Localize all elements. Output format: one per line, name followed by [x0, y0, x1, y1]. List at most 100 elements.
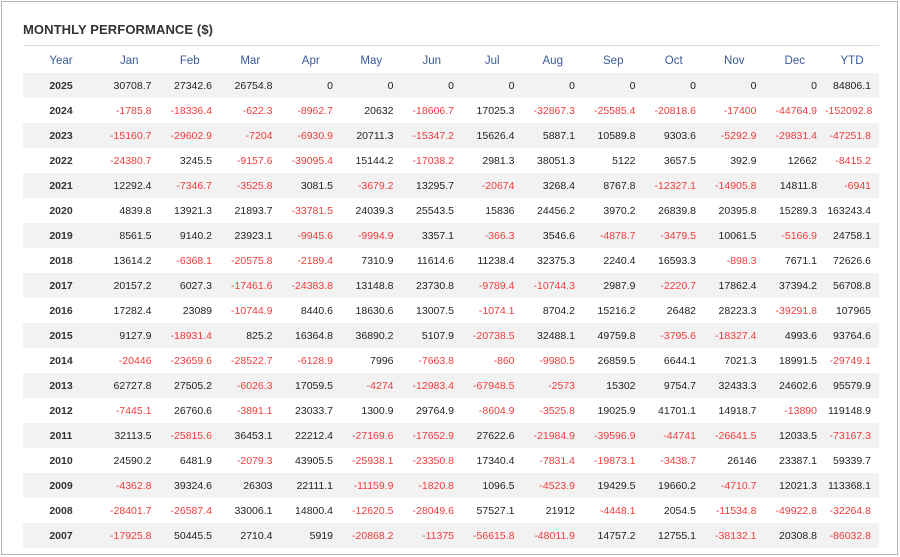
month-value-cell: -29602.9	[159, 123, 220, 148]
year-cell: 2007	[23, 523, 99, 548]
month-value-cell: -4523.9	[522, 473, 583, 498]
month-value-cell: 1096.5	[462, 473, 523, 498]
month-value-cell: -18336.4	[159, 98, 220, 123]
month-value-cell: -9157.6	[220, 148, 281, 173]
month-value-cell: 57527.1	[462, 498, 523, 523]
month-value-cell: 22111.1	[280, 473, 341, 498]
month-value-cell: 26859.5	[583, 348, 644, 373]
month-value-cell: -622.3	[220, 98, 281, 123]
month-value-cell: -4448.1	[583, 498, 644, 523]
column-header-aug: Aug	[542, 54, 563, 67]
year-cell: 2009	[23, 473, 99, 498]
month-value-cell: -3891.1	[220, 398, 281, 423]
month-value-cell: 13007.5	[401, 298, 462, 323]
month-value-cell: -9945.6	[280, 223, 341, 248]
month-value-cell: 7671.1	[764, 248, 825, 273]
month-value-cell: 9127.9	[99, 323, 160, 348]
month-value-cell: -9994.9	[341, 223, 402, 248]
month-value-cell: -10744.3	[522, 273, 583, 298]
month-value-cell: -6368.1	[159, 248, 220, 273]
month-value-cell: -27169.6	[341, 423, 402, 448]
month-value-cell: 3657.5	[643, 148, 704, 173]
month-value-cell: 2981.3	[462, 148, 523, 173]
month-value-cell: 0	[704, 73, 765, 98]
ytd-cell: 56708.8	[825, 273, 879, 298]
month-value-cell: 26146	[704, 448, 765, 473]
month-value-cell: 0	[401, 73, 462, 98]
month-value-cell: 32433.3	[704, 373, 765, 398]
month-value-cell: 24039.3	[341, 198, 402, 223]
month-value-cell: -3525.8	[220, 173, 281, 198]
month-value-cell: 3268.4	[522, 173, 583, 198]
month-value-cell: 23387.1	[764, 448, 825, 473]
column-header-year: Year	[49, 54, 73, 67]
table-row: 2011 32113.5 -25815.6 36453.1 22212.4 -27169.…	[23, 423, 879, 448]
month-value-cell: -25815.6	[159, 423, 220, 448]
month-value-cell: 15302	[583, 373, 644, 398]
month-value-cell: 2054.5	[643, 498, 704, 523]
month-value-cell: -366.3	[462, 223, 523, 248]
month-value-cell: -29831.4	[764, 123, 825, 148]
month-value-cell: 49759.8	[583, 323, 644, 348]
month-value-cell: 392.9	[704, 148, 765, 173]
ytd-cell: 95579.9	[825, 373, 879, 398]
month-value-cell: -12983.4	[401, 373, 462, 398]
table-row: 2016 17282.4 23089 -10744.9 8440.6 18630.6 130…	[23, 298, 879, 323]
title-divider	[23, 45, 879, 46]
month-value-cell: -38132.1	[704, 523, 765, 548]
month-value-cell: 13614.2	[99, 248, 160, 273]
year-cell: 2016	[23, 298, 99, 323]
table-row: 2023 -15160.7 -29602.9 -7204 -6930.9 20711.3-…	[23, 123, 879, 148]
month-value-cell: -7831.4	[522, 448, 583, 473]
month-value-cell: -26641.5	[704, 423, 765, 448]
year-cell: 2010	[23, 448, 99, 473]
month-value-cell: 17340.4	[462, 448, 523, 473]
month-value-cell: 7996	[341, 348, 402, 373]
month-value-cell: 23033.7	[280, 398, 341, 423]
table-row: 2010 24590.2 6481.9 -2079.3 43905.5 -25938.1-…	[23, 448, 879, 473]
column-header-jul: Jul	[484, 54, 500, 67]
year-cell: 2011	[23, 423, 99, 448]
month-value-cell: -17925.8	[99, 523, 160, 548]
month-value-cell: 20308.8	[764, 523, 825, 548]
month-value-cell: 24456.2	[522, 198, 583, 223]
month-value-cell: -48011.9	[522, 523, 583, 548]
month-value-cell: 32488.1	[522, 323, 583, 348]
month-value-cell: 0	[764, 73, 825, 98]
month-value-cell: 3357.1	[401, 223, 462, 248]
month-value-cell: -5166.9	[764, 223, 825, 248]
month-value-cell: 23730.8	[401, 273, 462, 298]
month-value-cell: 5122	[583, 148, 644, 173]
month-value-cell: -17038.2	[401, 148, 462, 173]
month-value-cell: -39596.9	[583, 423, 644, 448]
table-row: 2021 12292.4 -7346.7 -3525.8 3081.5 -3679.2 13…	[23, 173, 879, 198]
month-value-cell: 32375.3	[522, 248, 583, 273]
month-value-cell: -67948.5	[462, 373, 523, 398]
column-header-nov: Nov	[724, 54, 745, 67]
month-value-cell: 12021.3	[764, 473, 825, 498]
month-value-cell: -3679.2	[341, 173, 402, 198]
ytd-cell: 93764.6	[825, 323, 879, 348]
month-value-cell: 3970.2	[583, 198, 644, 223]
month-value-cell: 43905.5	[280, 448, 341, 473]
month-value-cell: 15626.4	[462, 123, 523, 148]
month-value-cell: -33781.5	[280, 198, 341, 223]
month-value-cell: -4878.7	[583, 223, 644, 248]
column-header-may: May	[360, 54, 383, 67]
month-value-cell: 5107.9	[401, 323, 462, 348]
column-header-apr: Apr	[301, 54, 320, 67]
month-value-cell: 27342.6	[159, 73, 220, 98]
month-value-cell: 41701.1	[643, 398, 704, 423]
month-value-cell: -17461.6	[220, 273, 281, 298]
month-value-cell: 37394.2	[764, 273, 825, 298]
month-value-cell: 0	[280, 73, 341, 98]
month-value-cell: 26839.8	[643, 198, 704, 223]
month-value-cell: 20632	[341, 98, 402, 123]
month-value-cell: -20868.2	[341, 523, 402, 548]
month-value-cell: -2220.7	[643, 273, 704, 298]
month-value-cell: 13921.3	[159, 198, 220, 223]
month-value-cell: 28223.3	[704, 298, 765, 323]
month-value-cell: 20157.2	[99, 273, 160, 298]
month-value-cell: -6930.9	[280, 123, 341, 148]
year-cell: 2015	[23, 323, 99, 348]
